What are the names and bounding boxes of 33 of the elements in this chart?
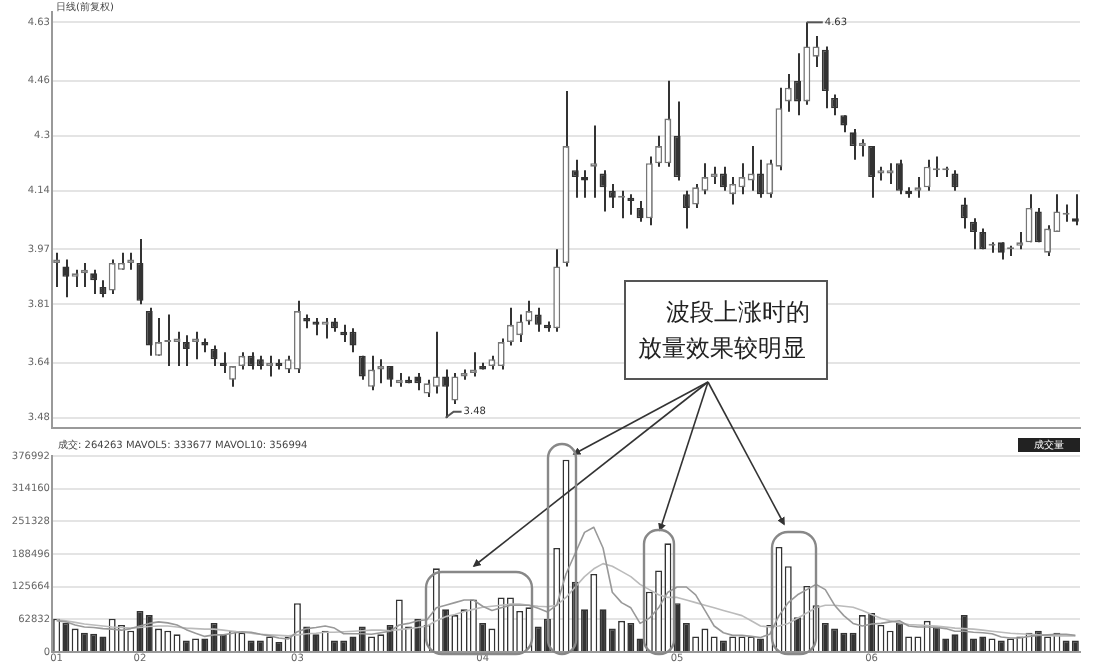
candlestick bbox=[738, 162, 746, 196]
candlestick bbox=[821, 45, 829, 110]
candlestick bbox=[701, 162, 709, 196]
candlestick bbox=[108, 258, 116, 295]
candlestick bbox=[673, 100, 681, 182]
candlestick bbox=[451, 371, 459, 405]
candlestick bbox=[1034, 206, 1042, 244]
candlestick bbox=[951, 169, 959, 192]
candlestick bbox=[692, 182, 700, 209]
candlestick bbox=[636, 200, 644, 223]
candlestick bbox=[349, 327, 357, 354]
candlestick bbox=[219, 351, 227, 374]
candlestick bbox=[145, 306, 153, 357]
candlestick bbox=[747, 145, 755, 192]
candlestick bbox=[849, 127, 857, 161]
candlestick bbox=[599, 169, 607, 213]
candlestick bbox=[516, 313, 524, 344]
candlestick bbox=[80, 261, 88, 289]
candlestick bbox=[534, 306, 542, 333]
annotation: 波段上涨时的放量效果较明显 bbox=[624, 280, 828, 380]
candlestick bbox=[960, 196, 968, 230]
candlestick bbox=[210, 344, 218, 368]
candlestick bbox=[62, 258, 70, 299]
candlestick bbox=[432, 330, 440, 395]
candlestick bbox=[90, 268, 98, 295]
candlestick bbox=[1025, 193, 1033, 244]
candlestick bbox=[386, 365, 394, 388]
candlestick bbox=[923, 158, 931, 192]
candlestick bbox=[729, 176, 737, 206]
candlestick bbox=[136, 237, 144, 306]
candlestick bbox=[358, 354, 366, 381]
candlestick bbox=[525, 299, 533, 326]
candlestick bbox=[266, 354, 274, 378]
